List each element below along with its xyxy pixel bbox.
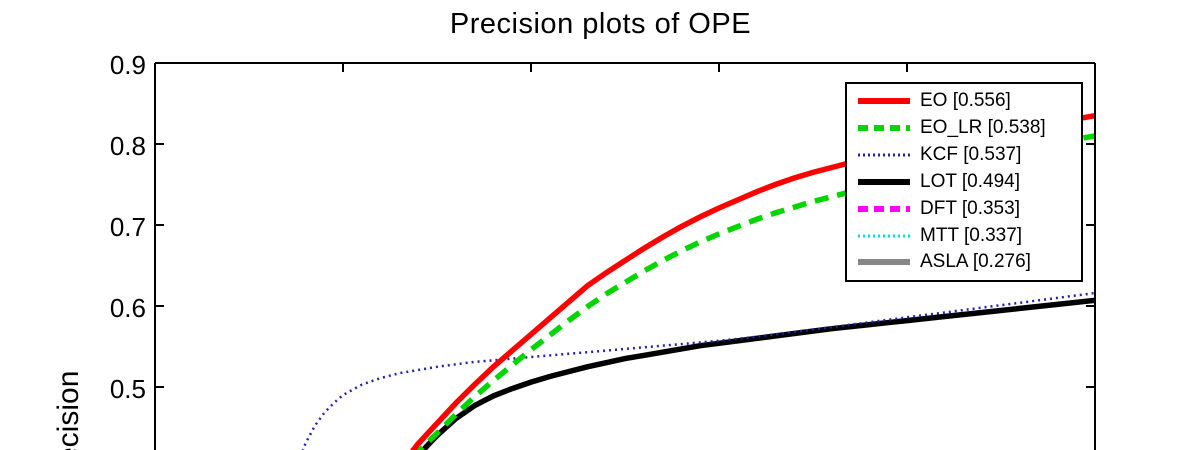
legend-entry-label: LOT [0.494] <box>920 170 1020 192</box>
legend-line-sample <box>858 234 910 238</box>
legend-entry: EO_LR [0.538] <box>857 115 1081 141</box>
legend-line-sample <box>858 259 910 266</box>
y-tick-label: 0.8 <box>109 131 146 161</box>
series-line-lot <box>419 297 1096 450</box>
legend-entry-label: KCF [0.537] <box>920 144 1022 166</box>
legend-entry: KCF [0.537] <box>857 142 1081 168</box>
y-tick-label: 0.6 <box>109 293 146 323</box>
y-tick-label: 0.7 <box>109 212 146 242</box>
y-tick-label: 0.5 <box>109 374 146 404</box>
legend-line-sample <box>858 153 910 157</box>
legend-line-sample <box>858 125 910 132</box>
legend-line-sample <box>858 205 910 212</box>
legend-entry-label: ASLA [0.276] <box>920 251 1031 273</box>
legend-box: EO [0.556] EO_LR [0.538] KCF [0.537] LOT [0… <box>845 82 1083 282</box>
legend-line-sample <box>858 178 910 185</box>
legend-entry-label: DFT [0.353] <box>920 197 1020 219</box>
legend-entry: DFT [0.353] <box>857 196 1081 222</box>
chart-title: Precision plots of OPE <box>449 8 752 40</box>
legend-entry: MTT [0.337] <box>857 223 1081 249</box>
legend-entry-label: EO [0.556] <box>920 90 1011 112</box>
legend-entry: LOT [0.494] <box>857 169 1081 195</box>
y-tick-label: 0.9 <box>109 50 146 80</box>
legend-entry-label: MTT [0.337] <box>920 224 1023 246</box>
legend-entry: ASLA [0.276] <box>857 249 1081 275</box>
legend-entry-label: EO_LR [0.538] <box>920 117 1046 139</box>
legend-line-sample <box>858 98 910 105</box>
legend-entry: EO [0.556] <box>857 88 1081 114</box>
axes-box <box>154 62 1096 450</box>
series-line-kcf <box>301 291 1096 450</box>
